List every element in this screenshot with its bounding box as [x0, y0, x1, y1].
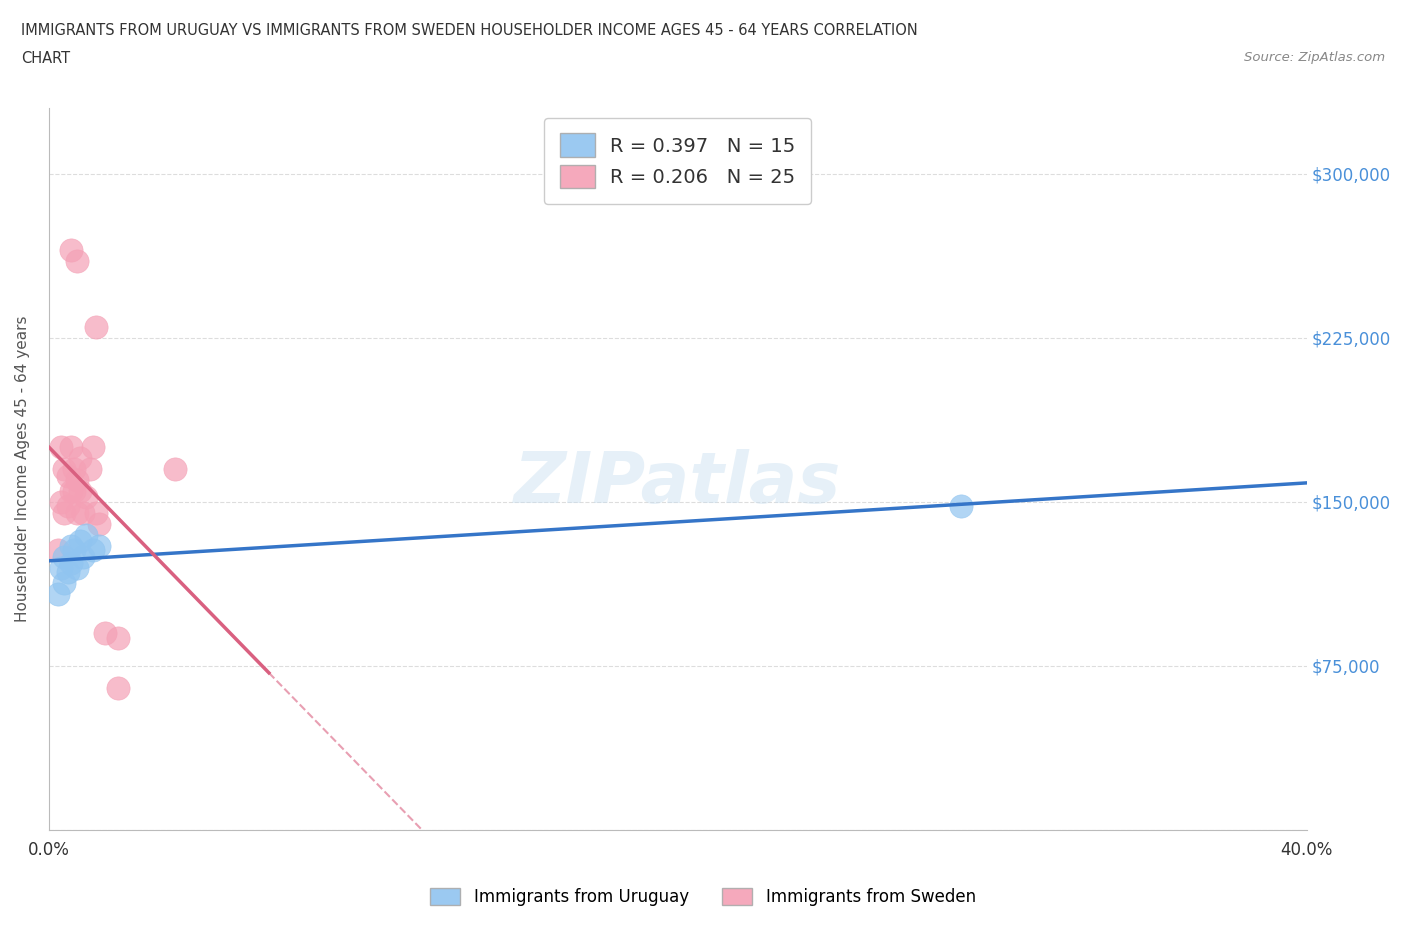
Point — [46, 586, 69, 601]
Point — [56, 498, 79, 513]
Point — [63, 484, 86, 498]
Point — [66, 560, 89, 575]
Point — [107, 631, 129, 645]
Point — [107, 681, 129, 696]
Point — [59, 440, 82, 455]
Point — [51, 440, 73, 455]
Point — [59, 538, 82, 553]
Point — [51, 495, 73, 510]
Point — [59, 556, 82, 571]
Point — [56, 468, 79, 483]
Point — [53, 461, 76, 476]
Point — [59, 484, 82, 498]
Point — [69, 451, 91, 466]
Point — [66, 472, 89, 487]
Point — [84, 505, 107, 520]
Point — [76, 490, 98, 505]
Point — [53, 576, 76, 591]
Point — [66, 254, 89, 269]
Legend: R = 0.397   N = 15, R = 0.206   N = 25: R = 0.397 N = 15, R = 0.206 N = 25 — [544, 118, 811, 204]
Point — [72, 549, 94, 564]
Point — [53, 505, 76, 520]
Point — [56, 565, 79, 579]
Point — [94, 626, 117, 641]
Point — [63, 542, 86, 557]
Point — [76, 527, 98, 542]
Point — [51, 560, 73, 575]
Point — [53, 549, 76, 564]
Point — [163, 461, 186, 476]
Point — [79, 461, 101, 476]
Text: ZIPatlas: ZIPatlas — [515, 449, 842, 518]
Legend: Immigrants from Uruguay, Immigrants from Sweden: Immigrants from Uruguay, Immigrants from… — [423, 881, 983, 912]
Point — [82, 440, 104, 455]
Point — [949, 498, 972, 513]
Text: CHART: CHART — [21, 51, 70, 66]
Y-axis label: Householder Income Ages 45 - 64 years: Householder Income Ages 45 - 64 years — [15, 316, 30, 622]
Point — [59, 243, 82, 258]
Point — [69, 534, 91, 549]
Text: IMMIGRANTS FROM URUGUAY VS IMMIGRANTS FROM SWEDEN HOUSEHOLDER INCOME AGES 45 - 6: IMMIGRANTS FROM URUGUAY VS IMMIGRANTS FR… — [21, 23, 918, 38]
Point — [84, 319, 107, 334]
Point — [72, 505, 94, 520]
Point — [63, 461, 86, 476]
Text: Source: ZipAtlas.com: Source: ZipAtlas.com — [1244, 51, 1385, 64]
Point — [87, 538, 110, 553]
Point — [82, 542, 104, 557]
Point — [87, 516, 110, 531]
Point — [66, 505, 89, 520]
Point — [69, 484, 91, 498]
Point — [46, 542, 69, 557]
